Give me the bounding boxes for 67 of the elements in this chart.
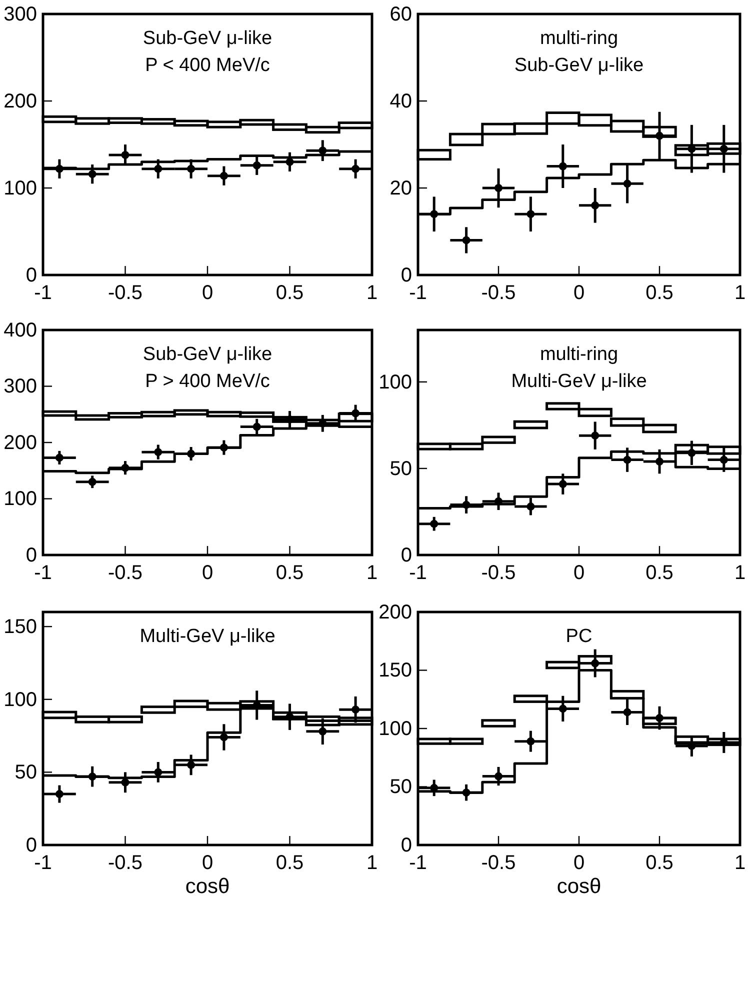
x-tick-label: 0.5 — [646, 562, 674, 584]
y-tick-label: 40 — [390, 90, 412, 112]
x-tick-label: 1 — [734, 282, 746, 304]
y-tick-label: 100 — [4, 488, 37, 510]
y-tick-label: 400 — [4, 319, 37, 342]
x-tick-label: -0.5 — [481, 562, 516, 584]
text: Sub-GeV μ-like — [514, 55, 644, 76]
x-tick-label: 0 — [202, 852, 214, 874]
text: multi-ring — [540, 28, 618, 49]
y-tick-label: 0 — [26, 264, 37, 286]
x-tick-label: 0.5 — [646, 852, 674, 874]
x-tick-label: -1 — [34, 562, 52, 584]
text: Multi-GeV μ-like — [511, 371, 647, 392]
x-tick-label: -0.5 — [108, 852, 142, 874]
x-tick-label: 0 — [573, 282, 585, 304]
x-tick-label: -0.5 — [108, 562, 142, 584]
y-tick-label: 150 — [378, 660, 412, 682]
y-tick-label: 200 — [4, 90, 37, 112]
x-tick-label: -1 — [34, 282, 52, 304]
x-tick-label: 1 — [366, 852, 378, 874]
text: Sub-GeV μ-like — [142, 344, 272, 365]
y-tick-label: 50 — [14, 762, 37, 784]
x-tick-label: -0.5 — [108, 282, 142, 304]
x-axis-title: cosθ — [556, 875, 602, 898]
x-tick-label: 0.5 — [646, 282, 674, 304]
y-tick-label: 20 — [390, 177, 412, 200]
text: PC — [566, 626, 592, 647]
text: Sub-GeV μ-like — [142, 28, 272, 49]
x-tick-label: 0 — [573, 852, 585, 874]
x-tick-label: 1 — [366, 282, 378, 304]
x-tick-label: 0.5 — [276, 282, 304, 304]
y-tick-label: 60 — [390, 3, 412, 26]
text: multi-ring — [540, 344, 618, 365]
y-tick-label: 50 — [390, 776, 412, 798]
x-axis-title: cosθ — [185, 875, 230, 898]
x-tick-label: 0 — [573, 562, 585, 584]
y-tick-label: 0 — [26, 544, 37, 566]
y-tick-label: 50 — [390, 458, 412, 480]
y-tick-label: 300 — [4, 3, 37, 26]
y-tick-label: 0 — [26, 834, 37, 856]
y-tick-label: 300 — [4, 376, 37, 398]
text: P > 400 MeV/c — [145, 371, 270, 392]
y-tick-label: 100 — [4, 688, 37, 711]
x-tick-label: -0.5 — [481, 852, 516, 874]
x-tick-label: -1 — [409, 562, 427, 584]
text: P < 400 MeV/c — [145, 55, 270, 76]
y-tick-label: 100 — [4, 177, 37, 200]
y-tick-label: 150 — [4, 616, 37, 638]
x-tick-label: -1 — [409, 852, 427, 874]
y-tick-label: 0 — [400, 834, 412, 856]
y-tick-label: 100 — [378, 371, 412, 394]
y-tick-label: 200 — [4, 432, 37, 454]
x-tick-label: 0.5 — [276, 562, 304, 584]
x-tick-label: -0.5 — [481, 282, 516, 304]
x-tick-label: 1 — [734, 852, 746, 874]
x-tick-label: 1 — [366, 562, 378, 584]
text: Multi-GeV μ-like — [140, 626, 276, 647]
y-tick-label: 0 — [400, 264, 412, 286]
y-tick-label: 0 — [400, 544, 412, 566]
y-tick-label: 100 — [378, 718, 412, 740]
x-tick-label: 0 — [202, 562, 214, 584]
y-tick-label: 200 — [378, 601, 412, 624]
x-tick-label: 0 — [202, 282, 214, 304]
x-tick-label: -1 — [409, 282, 427, 304]
x-tick-label: 1 — [734, 562, 746, 584]
x-tick-label: 0.5 — [276, 852, 304, 874]
x-tick-label: -1 — [34, 852, 52, 874]
